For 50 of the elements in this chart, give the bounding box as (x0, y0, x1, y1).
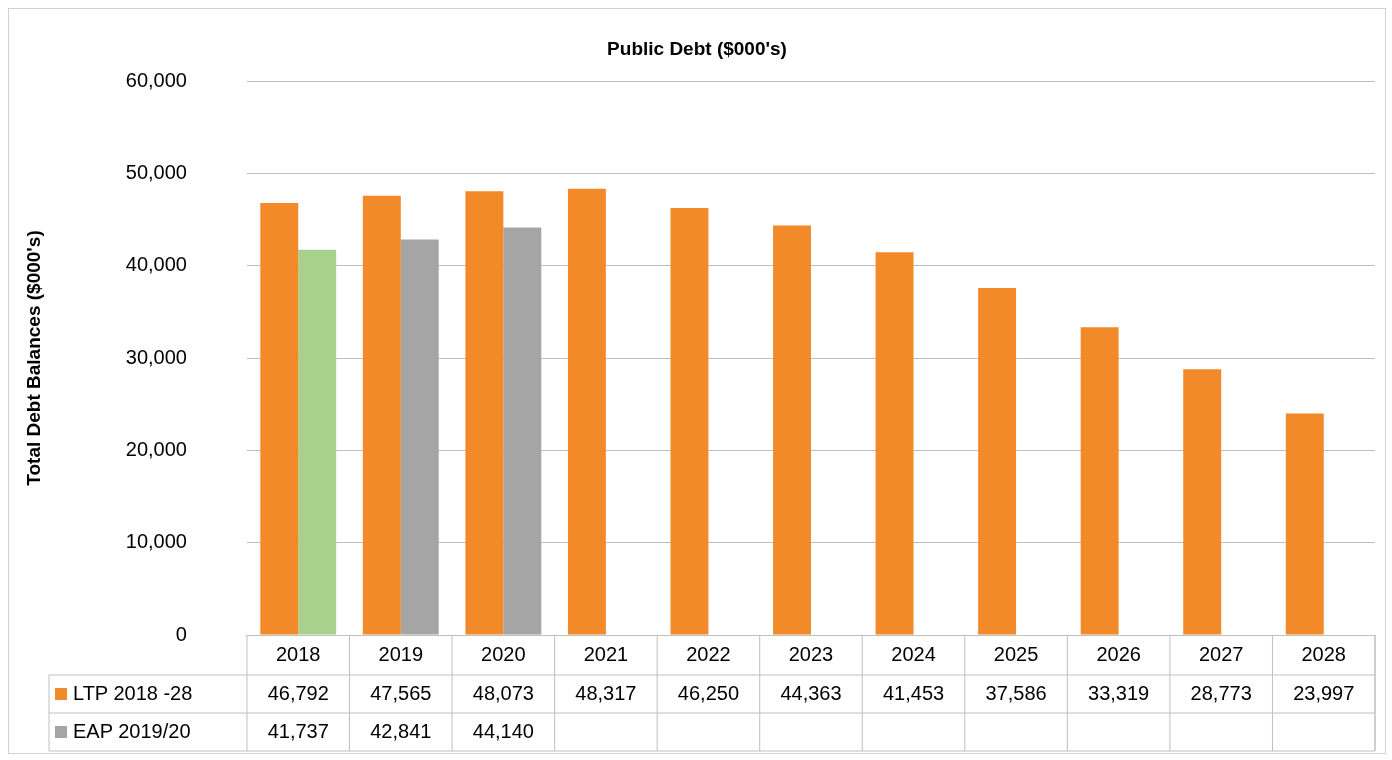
y-axis-title: Total Debt Balances ($000's) (22, 230, 44, 486)
data-label: 46,792 (267, 681, 329, 704)
y-tick-label: 40,000 (125, 253, 187, 276)
data-label: 44,363 (780, 681, 842, 704)
bar (298, 249, 337, 635)
x-tick-label: 2021 (583, 642, 629, 665)
y-tick-label: 20,000 (125, 437, 187, 460)
data-label: 42,841 (370, 719, 432, 742)
bar (465, 191, 504, 635)
data-label: 41,737 (267, 719, 329, 742)
data-label: 37,586 (985, 681, 1047, 704)
data-label: 46,250 (677, 681, 740, 704)
data-label: 48,317 (575, 681, 637, 704)
x-tick-label: 2025 (993, 642, 1039, 665)
bar (1080, 327, 1119, 635)
data-label: 33,319 (1088, 681, 1150, 704)
data-label: 28,773 (1190, 681, 1252, 704)
legend-label: LTP 2018 -28 (73, 681, 193, 704)
bar (978, 287, 1017, 635)
x-tick-label: 2028 (1301, 642, 1346, 665)
x-tick-label: 2023 (788, 642, 834, 665)
y-tick-label: 0 (175, 622, 187, 645)
y-tick-label: 30,000 (125, 345, 187, 368)
bar (503, 227, 542, 635)
bar (773, 225, 811, 635)
x-tick-label: 2022 (686, 642, 731, 665)
bar (260, 202, 299, 635)
legend-label: EAP 2019/20 (73, 719, 191, 742)
data-label: 23,997 (1293, 681, 1355, 704)
bar (362, 195, 401, 635)
data-label: 41,453 (882, 681, 945, 704)
y-tick-label: 50,000 (125, 160, 187, 183)
chart-title: Public Debt ($000's) (607, 37, 787, 59)
x-tick-label: 2018 (276, 642, 321, 665)
x-tick-label: 2020 (481, 642, 526, 665)
bar (670, 207, 709, 635)
bar (1285, 413, 1324, 635)
bar (875, 252, 914, 635)
y-tick-label: 60,000 (125, 68, 187, 91)
data-label: 48,073 (472, 681, 534, 704)
bar (1183, 369, 1222, 635)
data-label: 47,565 (370, 681, 432, 704)
x-tick-label: 2019 (378, 642, 424, 665)
x-tick-label: 2024 (891, 642, 936, 665)
data-label: 44,140 (472, 719, 534, 742)
x-tick-label: 2027 (1198, 642, 1244, 665)
y-tick-label: 10,000 (125, 530, 187, 553)
bar (400, 239, 439, 635)
bar (567, 188, 606, 635)
x-tick-label: 2026 (1096, 642, 1141, 665)
